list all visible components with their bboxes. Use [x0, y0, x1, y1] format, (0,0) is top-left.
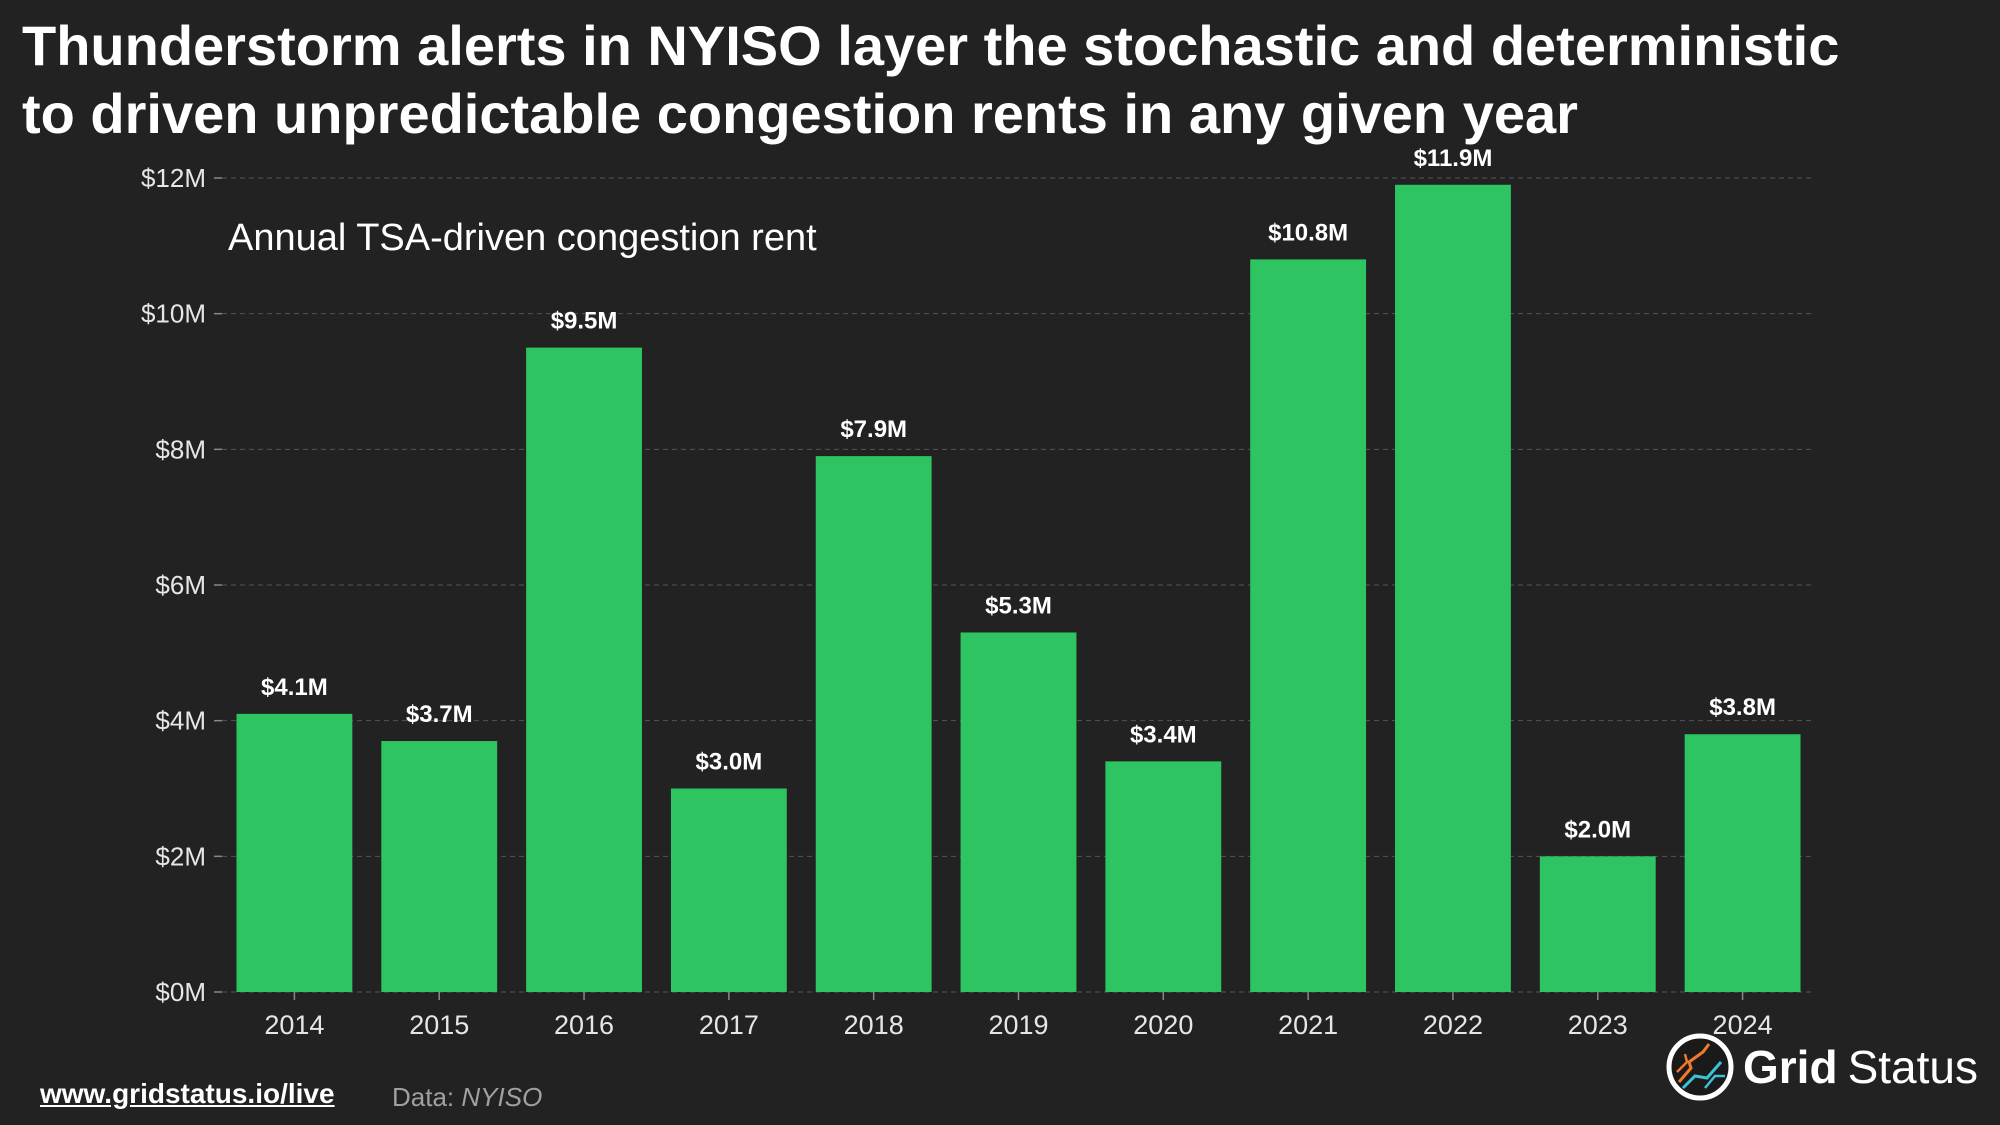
y-tick-label: $8M — [155, 434, 206, 464]
bar-2024 — [1684, 734, 1801, 992]
grid-status-logo-icon — [1666, 1033, 1734, 1101]
x-tick-label-2014: 2014 — [264, 1010, 324, 1040]
bar-2018 — [815, 456, 932, 992]
y-tick-label: $12M — [141, 163, 206, 193]
x-tick-label-2017: 2017 — [699, 1010, 759, 1040]
bar-value-label-2022: $11.9M — [1414, 145, 1493, 172]
chart-subtitle: Annual TSA-driven congestion rent — [228, 217, 817, 259]
x-tick-label-2018: 2018 — [844, 1010, 904, 1040]
bars — [236, 184, 1801, 993]
grid-status-logo: Grid Status — [1665, 1032, 1978, 1102]
chart-title-line-1: Thunderstorm alerts in NYISO layer the s… — [22, 14, 1840, 77]
data-source-name: NYISO — [461, 1082, 543, 1112]
bar-value-label-2020: $3.4M — [1130, 721, 1197, 748]
x-tick-label-2021: 2021 — [1278, 1010, 1338, 1040]
y-tick-label: $6M — [155, 570, 206, 600]
x-tick-label-2020: 2020 — [1133, 1010, 1193, 1040]
bar-value-label-2023: $2.0M — [1564, 816, 1631, 843]
x-tick-label-2019: 2019 — [988, 1010, 1048, 1040]
bar-2023 — [1539, 856, 1656, 992]
logo-text-bold: Grid — [1743, 1041, 1838, 1093]
data-source: Data: NYISO — [392, 1082, 542, 1113]
y-axis: $0M $2M $4M $6M $8M $10M $12M — [141, 163, 222, 1007]
x-tick-label-2022: 2022 — [1423, 1010, 1483, 1040]
bar-value-label-2016: $9.5M — [551, 308, 618, 335]
x-axis: 2014 2015 2016 2017 2018 2019 2020 2021 2022 2023… — [264, 992, 1773, 1040]
logo-text-regular: Status — [1847, 1041, 1978, 1093]
bar-value-labels: $4.1M $3.7M $9.5M $3.0M $7.9M $5.3M $3.4M $10.8… — [261, 145, 1776, 844]
x-tick-label-2024: 2024 — [1713, 1010, 1773, 1040]
x-tick-label-2015: 2015 — [409, 1010, 469, 1040]
bar-2021 — [1250, 259, 1367, 992]
data-source-label: Data: — [392, 1082, 455, 1112]
y-tick-label: $10M — [141, 299, 206, 329]
bar-2017 — [670, 788, 787, 992]
bar-value-label-2017: $3.0M — [696, 749, 763, 776]
bar-value-label-2021: $10.8M — [1268, 219, 1348, 246]
bar-2019 — [960, 632, 1077, 992]
grid-status-logo-text: Grid Status — [1743, 1040, 1978, 1094]
y-tick-label: $4M — [155, 706, 206, 736]
bar-value-label-2019: $5.3M — [985, 592, 1052, 619]
y-tick-label: $0M — [155, 977, 206, 1007]
bar-value-label-2015: $3.7M — [406, 701, 473, 728]
chart-title-line-2: to driven unpredictable congestion rents… — [22, 82, 1578, 145]
chart-title: Thunderstorm alerts in NYISO layer the s… — [22, 12, 1982, 148]
y-tick-label: $2M — [155, 841, 206, 871]
bar-value-label-2014: $4.1M — [261, 674, 328, 701]
bar-2020 — [1105, 761, 1222, 992]
bar-2022 — [1395, 184, 1511, 993]
bar-2016 — [526, 347, 642, 992]
x-tick-label-2023: 2023 — [1568, 1010, 1628, 1040]
x-tick-label-2016: 2016 — [554, 1010, 614, 1040]
bar-value-label-2018: $7.9M — [840, 416, 907, 443]
gridstatus-live-link[interactable]: www.gridstatus.io/live — [40, 1078, 335, 1109]
bar-2015 — [381, 741, 498, 992]
bar-2014 — [236, 713, 353, 992]
bar-value-label-2024: $3.8M — [1709, 694, 1776, 721]
